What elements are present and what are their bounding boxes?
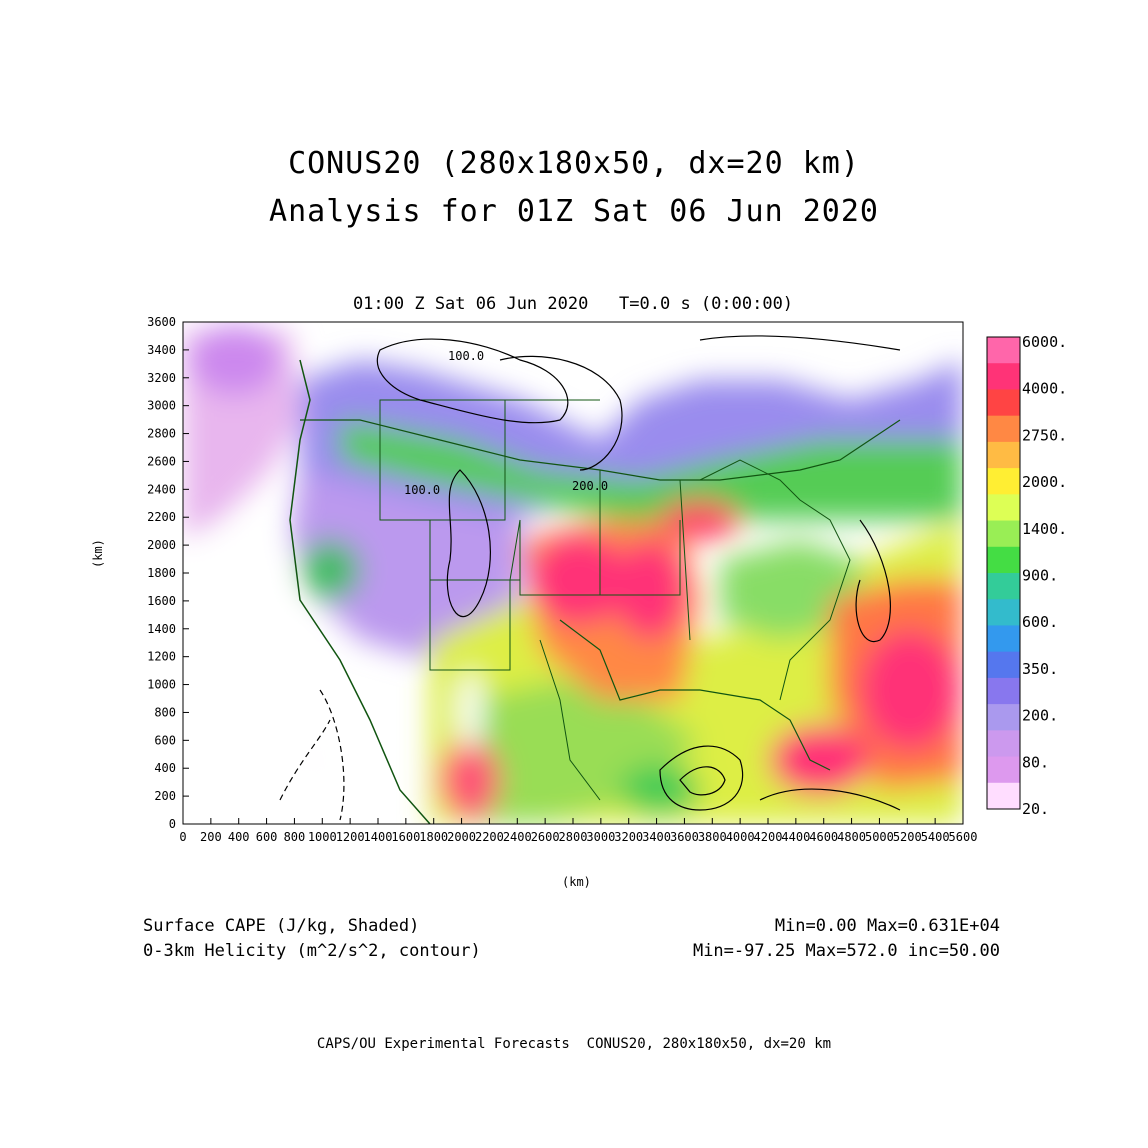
x-tick-label: 4400: [781, 830, 810, 844]
legend-label: 1400.: [1022, 520, 1067, 538]
legend-swatch: [987, 625, 1020, 653]
title-line-1: CONUS20 (280x180x50, dx=20 km): [288, 146, 860, 181]
y-tick-label: 200: [154, 789, 176, 803]
y-tick-label: 2200: [147, 510, 176, 524]
x-tick-label: 800: [284, 830, 306, 844]
legend-label: 350.: [1022, 660, 1058, 678]
legend-swatch: [987, 520, 1020, 548]
legend-frame: [986, 336, 1021, 810]
x-tick-label: 5600: [949, 830, 978, 844]
y-tick-label: 3200: [147, 371, 176, 385]
legend-swatch: [987, 337, 1020, 364]
legend-swatch: [987, 441, 1020, 469]
x-tick-label: 5200: [893, 830, 922, 844]
x-tick-label: 4200: [754, 830, 783, 844]
legend-swatch: [987, 677, 1020, 705]
x-tick-label: 2800: [559, 830, 588, 844]
legend-swatch: [987, 494, 1020, 522]
x-tick-label: 1800: [419, 830, 448, 844]
color-legend: 6000. 4000. 2750. 2000. 1400. 900. 600. 350. 200…: [986, 333, 1067, 818]
y-tick-label: 600: [154, 733, 176, 747]
x-tick-label: 2400: [503, 830, 532, 844]
x-tick-label: 1400: [364, 830, 393, 844]
title-line-2: Analysis for 01Z Sat 06 Jun 2020: [269, 194, 879, 229]
y-tick-label: 3600: [147, 315, 176, 329]
y-tick-label: 3000: [147, 399, 176, 413]
helicity-label: 0-3km Helicity (m^2/s^2, contour): [143, 941, 481, 961]
y-tick-label: 1800: [147, 566, 176, 580]
y-tick-label: 1400: [147, 622, 176, 636]
legend-swatch: [987, 468, 1020, 495]
y-tick-label: 1200: [147, 650, 176, 664]
y-tick-label: 2000: [147, 538, 176, 552]
x-tick-label: 3400: [642, 830, 671, 844]
y-tick-label: 2800: [147, 427, 176, 441]
contour-label-1: 100.0: [448, 349, 484, 363]
x-tick-label: 0: [179, 830, 186, 844]
legend-swatch: [987, 782, 1020, 810]
legend-swatch: [987, 415, 1020, 443]
legend-swatch: [987, 389, 1020, 417]
x-tick-label: 4000: [726, 830, 755, 844]
legend-label: 6000.: [1022, 333, 1067, 351]
plot-subtitle: 01:00 Z Sat 06 Jun 2020 T=0.0 s (0:00:00…: [352, 294, 794, 314]
legend-swatch: [987, 546, 1020, 574]
legend-swatch: [987, 756, 1020, 784]
y-tick-label: 3400: [147, 343, 176, 357]
legend-label: 20.: [1022, 800, 1049, 818]
helicity-contours: [279, 335, 901, 821]
legend-swatch: [987, 730, 1020, 758]
x-tick-label: 5000: [865, 830, 894, 844]
contour-label-3: 200.0: [572, 479, 608, 493]
legend-label: 2750.: [1022, 426, 1067, 444]
y-tick-label: 400: [154, 761, 176, 775]
legend-label: 900.: [1022, 567, 1058, 585]
y-axis-label: (km): [91, 539, 105, 568]
legend-swatch: [987, 599, 1020, 626]
helicity-stats: Min=-97.25 Max=572.0 inc=50.00: [692, 941, 1000, 961]
boundaries: [289, 359, 901, 824]
y-tick-label: 800: [154, 705, 176, 719]
legend-label: 200.: [1022, 707, 1058, 725]
contour-label-2: 100.0: [404, 483, 440, 497]
legend-label: 600.: [1022, 613, 1058, 631]
legend-swatch: [987, 573, 1020, 600]
legend-label: 2000.: [1022, 473, 1067, 491]
x-tick-label: 2200: [475, 830, 504, 844]
legend-swatch: [987, 363, 1020, 390]
y-tick-label: 2400: [147, 482, 176, 496]
x-tick-label: 1000: [308, 830, 337, 844]
x-tick-label: 600: [256, 830, 278, 844]
x-tick-label: 200: [200, 830, 222, 844]
legend-swatch: [987, 704, 1020, 731]
x-tick-label: 4600: [809, 830, 838, 844]
legend-label: 80.: [1022, 753, 1049, 771]
x-tick-label: 1200: [336, 830, 365, 844]
y-tick-label: 1000: [147, 678, 176, 692]
legend-label: 4000.: [1022, 380, 1067, 398]
x-tick-label: 3800: [698, 830, 727, 844]
x-tick-label: 1600: [391, 830, 420, 844]
x-tick-label: 3600: [670, 830, 699, 844]
x-axis: 0 200 400 600 800 100012001400160018002000220…: [179, 818, 977, 844]
x-tick-label: 3200: [614, 830, 643, 844]
x-tick-label: 400: [228, 830, 250, 844]
x-axis-label: (km): [562, 875, 591, 889]
x-tick-label: 4800: [837, 830, 866, 844]
x-tick-label: 2600: [531, 830, 560, 844]
x-tick-label: 5400: [921, 830, 950, 844]
legend-swatch: [987, 651, 1020, 679]
footer: CAPS/OU Experimental Forecasts CONUS20, …: [316, 1036, 832, 1052]
y-tick-label: 0: [169, 817, 176, 831]
cape-label: Surface CAPE (J/kg, Shaded): [143, 916, 420, 936]
x-tick-label: 3000: [586, 830, 615, 844]
y-tick-label: 1600: [147, 594, 176, 608]
cape-stats: Min=0.00 Max=0.631E+04: [774, 916, 1000, 936]
y-axis: 0 200 400 600 800 1000 1200 1400 1600 1800 2000 220…: [147, 315, 189, 831]
x-tick-label: 2000: [447, 830, 476, 844]
y-tick-label: 2600: [147, 454, 176, 468]
